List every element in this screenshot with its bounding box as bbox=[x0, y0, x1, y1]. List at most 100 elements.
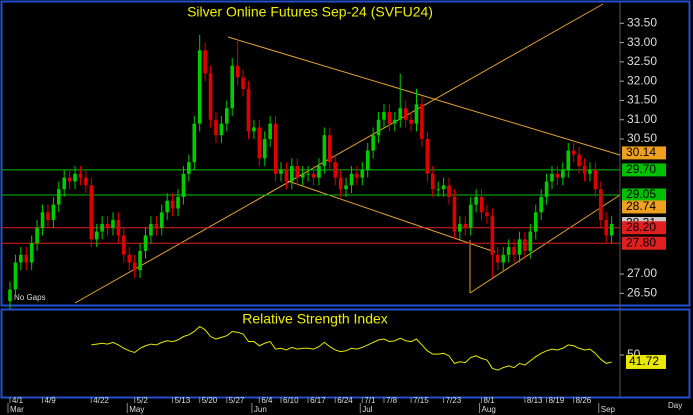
candle-body bbox=[235, 65, 240, 78]
y-tick-label: 30.50 bbox=[627, 131, 657, 145]
x-tick-label: 7/8 bbox=[386, 396, 398, 405]
candle-body bbox=[35, 227, 39, 244]
price-label-box bbox=[622, 163, 666, 177]
candle-body bbox=[203, 50, 207, 74]
candle-body bbox=[403, 108, 408, 120]
y-tick-label: 33.00 bbox=[627, 35, 657, 49]
price-label: 28.74 bbox=[626, 199, 656, 213]
y-tick-label: 32.00 bbox=[627, 73, 657, 87]
candle-body bbox=[371, 135, 375, 151]
candle-body bbox=[241, 77, 245, 89]
x-tick-label: 4/22 bbox=[93, 396, 109, 405]
candle-body bbox=[208, 73, 213, 120]
last-value-box bbox=[626, 354, 666, 369]
x-tick-label: 6/17 bbox=[310, 396, 326, 405]
candle-body bbox=[290, 166, 294, 182]
candle-body bbox=[149, 223, 153, 236]
candle-body bbox=[138, 250, 142, 271]
candle-body bbox=[382, 112, 386, 120]
candle-body bbox=[425, 139, 430, 174]
candle-body bbox=[268, 123, 272, 140]
candle-body bbox=[317, 166, 321, 178]
candle-body bbox=[555, 173, 560, 178]
candle-body bbox=[409, 119, 413, 124]
x-tick-label: 6/24 bbox=[337, 396, 353, 405]
candle-body bbox=[393, 119, 397, 124]
candle-body bbox=[604, 220, 608, 236]
candle-body bbox=[24, 254, 29, 263]
candle-body bbox=[306, 173, 310, 175]
candle-body bbox=[360, 169, 365, 178]
candle-body bbox=[62, 177, 66, 190]
candle-body bbox=[13, 262, 18, 290]
candle-body bbox=[539, 196, 543, 213]
candle-body bbox=[100, 223, 104, 232]
y-tick-label: 31.00 bbox=[627, 112, 657, 126]
candle-body bbox=[550, 173, 554, 182]
x-tick-label: 5/2 bbox=[137, 396, 149, 405]
candle-body bbox=[571, 150, 576, 155]
price-label: 30.14 bbox=[626, 145, 656, 159]
candle-body bbox=[458, 223, 462, 232]
candle-body bbox=[506, 247, 511, 255]
candle-body bbox=[517, 239, 522, 255]
candle-body bbox=[122, 235, 126, 255]
y-tick-label: 27.00 bbox=[627, 266, 657, 280]
candle-body bbox=[225, 108, 229, 124]
candle-body bbox=[468, 204, 473, 228]
candle-body bbox=[474, 196, 478, 205]
candle-body bbox=[588, 169, 592, 174]
candle-body bbox=[609, 223, 614, 236]
candle-body bbox=[490, 216, 495, 255]
candle-body bbox=[593, 169, 598, 190]
candle-body bbox=[376, 119, 381, 136]
price-label: 28.20 bbox=[626, 220, 656, 234]
candle-body bbox=[78, 173, 83, 178]
x-axis-label: Day bbox=[668, 401, 682, 410]
y-tick-label: 33.50 bbox=[627, 15, 657, 29]
x-tick-label: 5/13 bbox=[175, 396, 191, 405]
candle-body bbox=[51, 204, 56, 221]
trendline bbox=[74, 3, 604, 304]
candle-body bbox=[165, 200, 169, 213]
candle-body bbox=[89, 185, 94, 240]
candle-body bbox=[84, 177, 88, 186]
candle-body bbox=[143, 235, 148, 251]
candle-body bbox=[447, 185, 451, 197]
month-label: Sep bbox=[601, 405, 616, 414]
x-tick-label: 8/26 bbox=[576, 396, 592, 405]
x-tick-label: 5/27 bbox=[229, 396, 245, 405]
candle-body bbox=[338, 177, 343, 190]
candle-body bbox=[452, 196, 457, 232]
candle-body bbox=[197, 50, 202, 124]
candle-body bbox=[73, 173, 77, 182]
month-label: May bbox=[129, 405, 144, 414]
candle-body bbox=[420, 104, 424, 140]
candle-body bbox=[219, 123, 224, 136]
candle-body bbox=[355, 173, 359, 178]
candle-body bbox=[528, 231, 533, 251]
candle-body bbox=[46, 212, 50, 221]
candle-body bbox=[192, 123, 197, 163]
x-tick-label: 7/23 bbox=[446, 396, 462, 405]
price-label: 29.70 bbox=[626, 162, 656, 176]
x-tick-label: 8/19 bbox=[549, 396, 565, 405]
candle-body bbox=[111, 220, 115, 228]
candle-body bbox=[414, 104, 419, 124]
candle-body bbox=[300, 173, 305, 178]
candle-body bbox=[132, 262, 137, 271]
price-label: 27.80 bbox=[626, 235, 656, 249]
annotation: No Gaps bbox=[14, 293, 46, 302]
candle-body bbox=[279, 169, 283, 174]
price-label-box bbox=[622, 188, 666, 202]
candle-body bbox=[67, 177, 72, 182]
candle-body bbox=[116, 220, 121, 236]
x-tick-label: 8/13 bbox=[527, 396, 543, 405]
candle-body bbox=[566, 150, 571, 170]
candle-body bbox=[170, 200, 175, 209]
candle-body bbox=[159, 212, 164, 228]
candle-body bbox=[322, 135, 327, 167]
candle-body bbox=[154, 223, 159, 228]
